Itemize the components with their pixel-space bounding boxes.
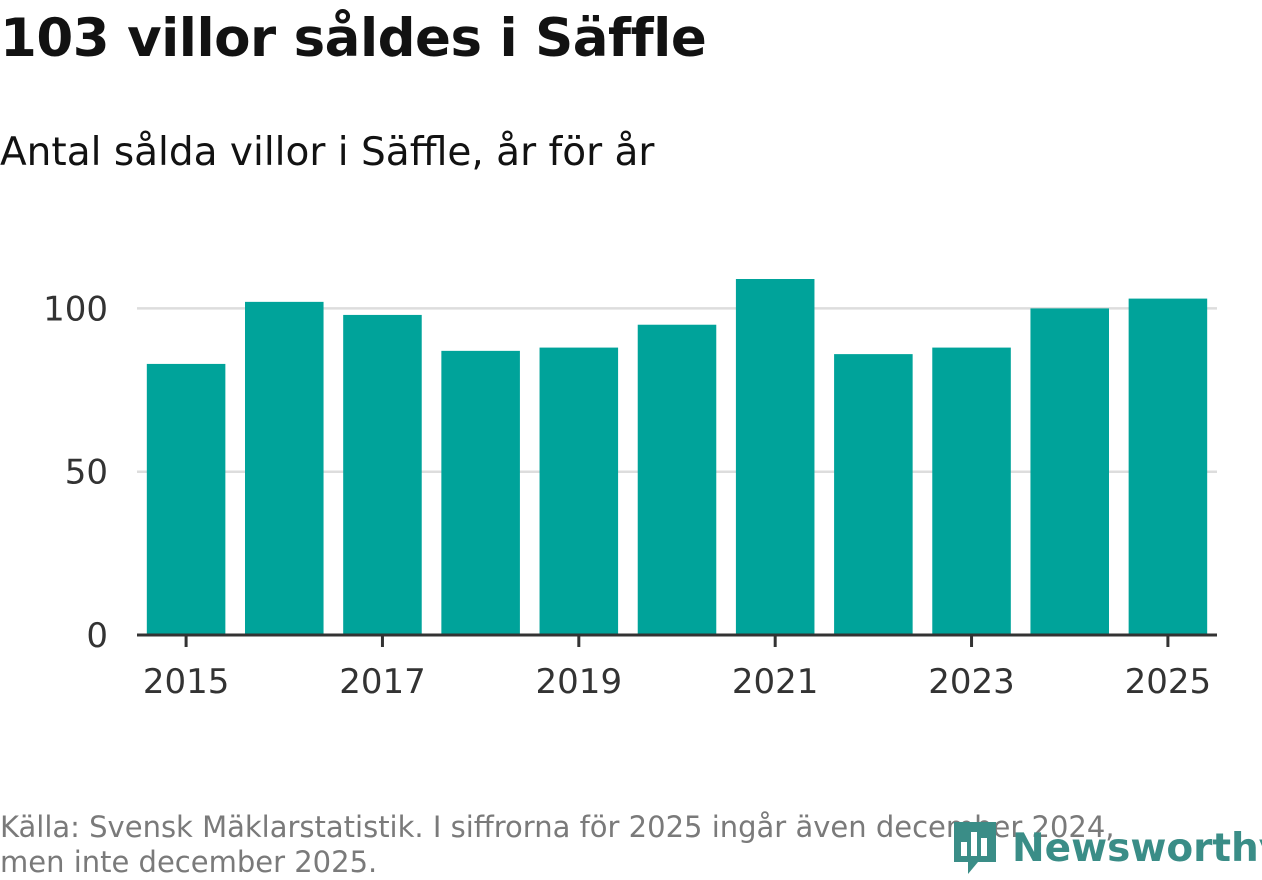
y-tick-label: 0	[86, 616, 108, 656]
y-tick-label: 50	[65, 453, 108, 493]
logo-text: Newsworthy	[1012, 825, 1262, 871]
x-tick-label: 2017	[339, 662, 426, 702]
bar-2023	[932, 347, 1011, 635]
bar-2021	[735, 279, 815, 635]
source-note: Källa: Svensk Mäklarstatistik. I siffror…	[0, 810, 1200, 880]
bar-2017	[343, 314, 422, 635]
bar-2024	[1030, 308, 1109, 635]
bar-2016	[245, 301, 324, 635]
bar-2019	[539, 347, 619, 635]
bar-2025	[1128, 298, 1208, 635]
chart-subtitle: Antal sålda villor i Säffle, år för år	[0, 130, 655, 175]
bar-2022	[834, 354, 913, 635]
bar-chart: 0 50 100 2015 2017 2019 2021 2023 2025	[43, 279, 1217, 702]
x-tick-label: 2025	[1125, 662, 1212, 702]
x-tick-label: 2019	[536, 662, 623, 702]
source-line-1: Källa: Svensk Mäklarstatistik. I siffror…	[0, 810, 1115, 844]
bar-2020	[637, 324, 717, 635]
x-tick-label: 2021	[732, 662, 819, 702]
axes: 0 50 100 2015 2017 2019 2021 2023 2025	[43, 289, 1217, 702]
bar-2015	[146, 363, 226, 635]
bars	[146, 279, 1208, 635]
source-line-2: men inte december 2025.	[0, 845, 378, 879]
x-tick-label: 2015	[143, 662, 230, 702]
bar-chart-logo-icon	[954, 822, 996, 874]
y-tick-label: 100	[43, 289, 108, 329]
chart-title: 103 villor såldes i Säffle	[0, 8, 707, 69]
newsworthy-logo: Newsworthy	[950, 818, 1262, 878]
x-tick-label: 2023	[928, 662, 1015, 702]
bar-2018	[441, 350, 520, 635]
